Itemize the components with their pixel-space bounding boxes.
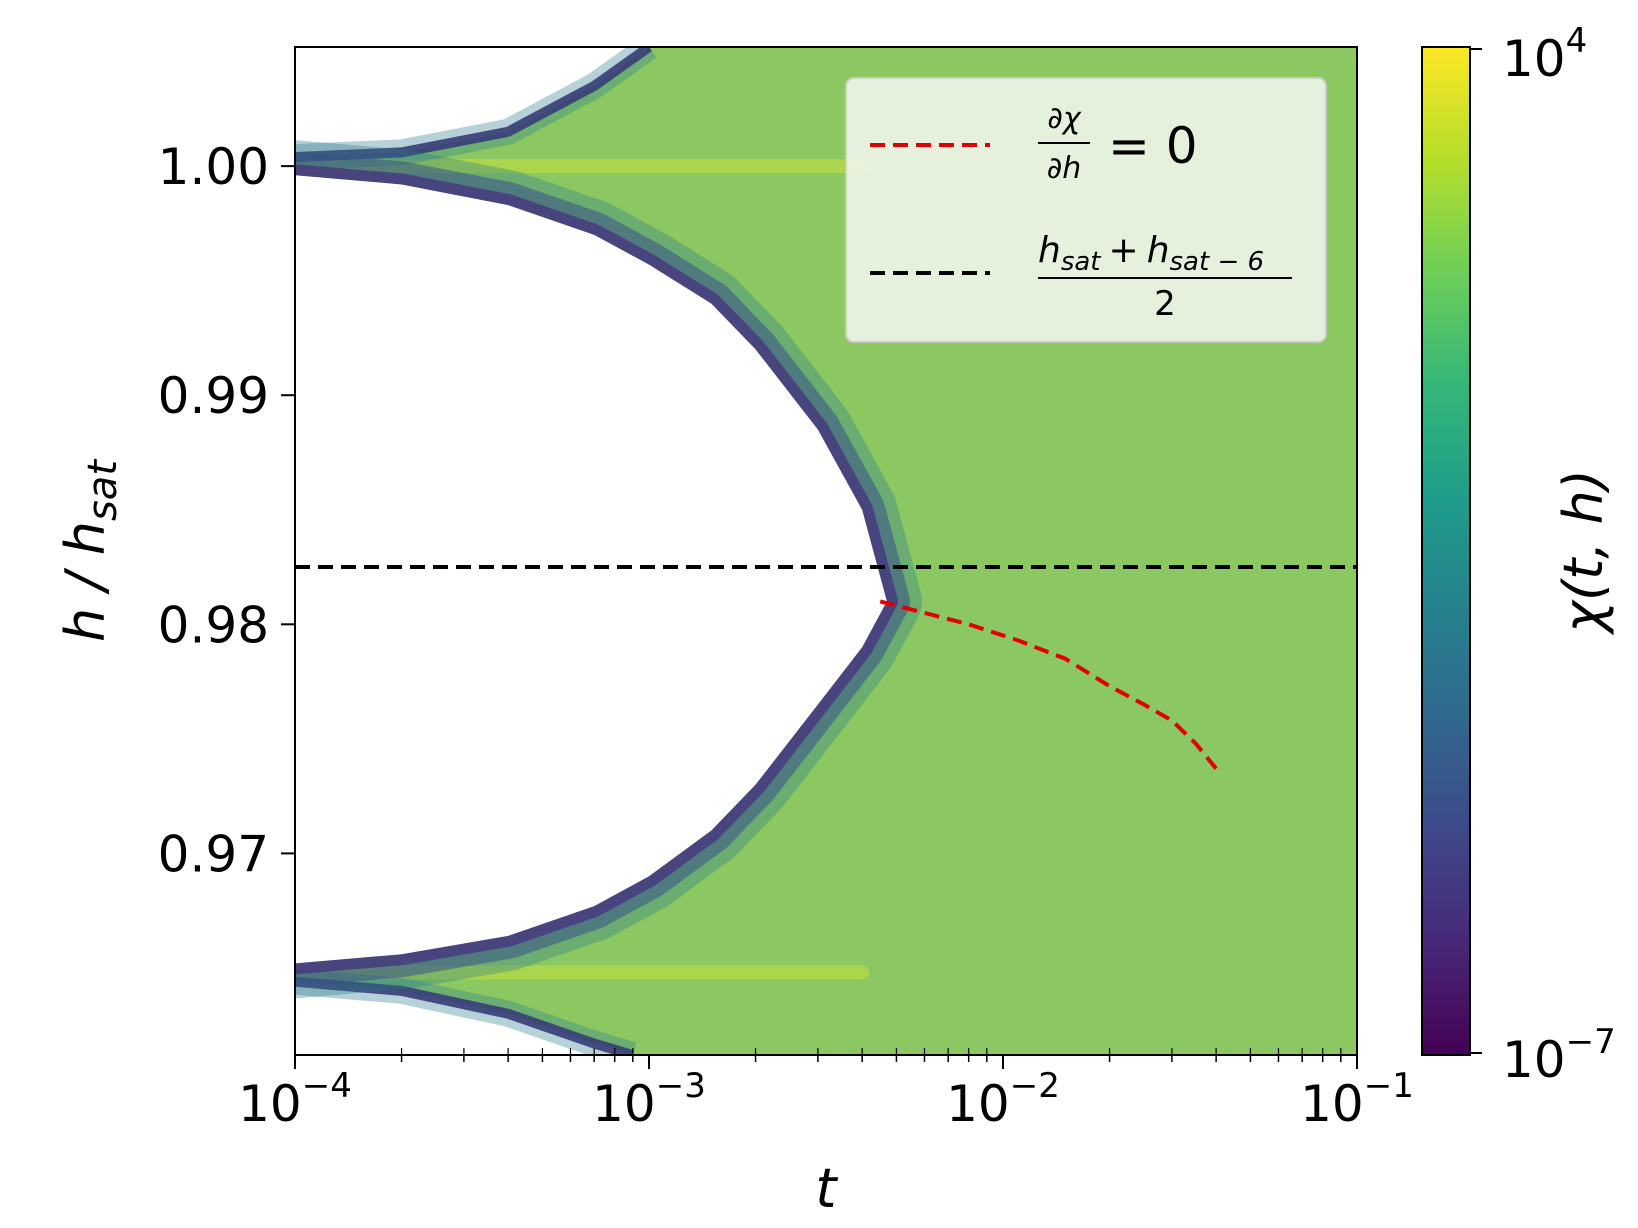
series-layer	[295, 565, 1357, 770]
y-tick-label-1: 0.99	[158, 367, 269, 425]
y-axis-label-main: h / h	[54, 521, 117, 642]
legend-entry1-numerator: ∂χ	[1047, 101, 1082, 136]
y-tick-label-0: 1.00	[158, 138, 269, 196]
x-tick-label-1: 10−3	[592, 1066, 706, 1133]
series-dchi_dh_zero	[879, 599, 1218, 770]
y-axis-label-sub: sat	[80, 459, 126, 521]
colorbar-gradient	[1421, 46, 1471, 1056]
empty-region-upper-resonance	[295, 47, 649, 157]
x-axis: 10−4 10−3 10−2 10−1	[238, 1048, 1414, 1133]
legend-entry2-numerator: hsat + hsat − 6	[1038, 230, 1264, 277]
empty-region-lower-resonance	[295, 981, 633, 1055]
x-tick-label-2: 10−2	[946, 1066, 1060, 1133]
contour-halo-outer-lower-resonance	[295, 968, 637, 1055]
y-axis: 1.00 0.99 0.98 0.97	[158, 138, 295, 883]
colorbar-min-label: 10−7	[1502, 1022, 1616, 1089]
x-axis-label: t	[815, 1157, 838, 1220]
plot-frame	[294, 46, 1358, 1056]
y-axis-label: h / hsat	[54, 459, 126, 642]
empty-region-center	[295, 175, 887, 964]
legend-entry1-rhs: = 0	[1108, 117, 1198, 175]
legend: ∂χ ∂h = 0 hsat + hsat − 6 2	[845, 77, 1327, 343]
colorbar: 104 10−7 χ(t, h)	[1421, 21, 1616, 1089]
contour-halo-outer-upper-resonance	[295, 47, 657, 170]
legend-entry2-denominator: 2	[1154, 284, 1176, 324]
legend-box	[845, 77, 1327, 343]
x-tick-label-0: 10−4	[238, 1066, 352, 1133]
colorbar-label: χ(t, h)	[1552, 469, 1615, 636]
x-tick-label-3: 10−1	[1300, 1066, 1414, 1133]
y-tick-label-2: 0.98	[158, 596, 269, 654]
legend-entry1-denominator: ∂h	[1047, 151, 1082, 186]
contour-rim-outer-upper-resonance	[295, 47, 652, 162]
contour-rim-outer-lower-resonance	[295, 976, 635, 1055]
colorbar-max-label: 104	[1502, 21, 1587, 88]
contour-layer	[295, 47, 922, 1055]
y-tick-label-3: 0.97	[158, 825, 269, 883]
